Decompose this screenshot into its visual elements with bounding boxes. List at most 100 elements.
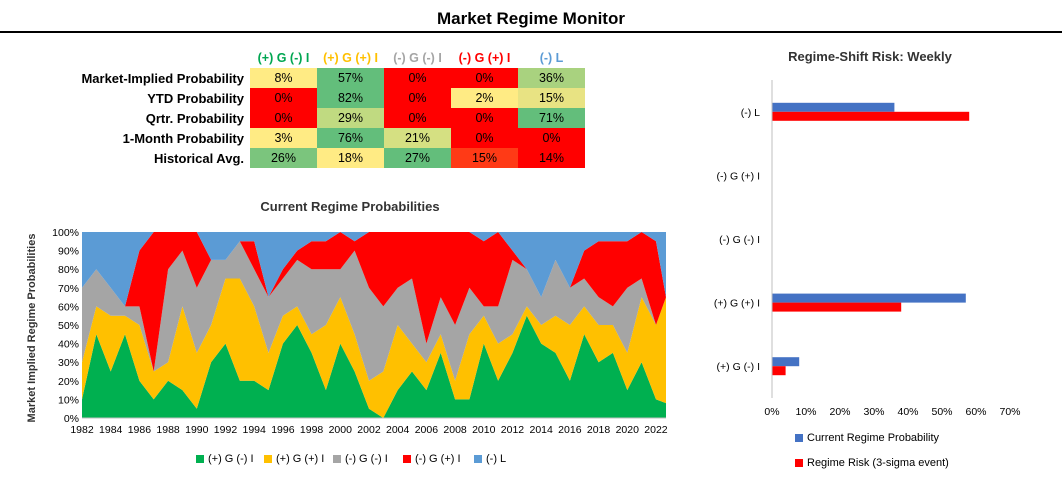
heat-row-label: 1-Month Probability [122,130,244,146]
heat-cell: 57% [317,68,384,88]
area-x-tick: 2018 [587,424,611,436]
bar-category-label: (-) L [741,107,760,119]
heat-cell: 15% [518,88,585,108]
legend-swatch [795,459,803,467]
area-legend-item: (+) G (-) I [196,453,254,465]
area-x-tick: 1998 [300,424,324,436]
area-x-tick: 2006 [415,424,439,436]
bar-x-tick: 60% [965,406,986,418]
area-x-tick: 1982 [70,424,94,436]
heat-cell: 0% [384,108,451,128]
area-y-tick: 20% [58,376,79,388]
area-y-axis-label: Market Implied Regime Probabilities [26,234,38,423]
heat-cell: 27% [384,148,451,168]
area-chart: 0% 10% 20% 30% 40% 50% 60% 70% 80% 90% 100% 1982 198… [26,227,668,436]
legend-swatch [196,455,204,463]
heat-cell: 14% [518,148,585,168]
bar-x-tick: 30% [863,406,884,418]
heat-header-2: (-) G (-) I [393,51,442,65]
area-x-tick: 1994 [243,424,267,436]
area-series-4 [82,232,666,307]
heat-cell: 76% [317,128,384,148]
area-x-tick: 1992 [214,424,238,436]
area-series-2 [82,241,666,381]
bar-1 [772,111,970,121]
legend-swatch [264,455,272,463]
heat-cell: 71% [518,108,585,128]
heat-header-1: (+) G (+) I [323,51,378,65]
heat-cell: 0% [451,68,518,88]
page-title: Market Regime Monitor [437,9,625,28]
heat-header-row: (+) G (-) I (+) G (+) I (-) G (-) I (-) … [60,48,585,68]
bar-x-tick: 20% [829,406,850,418]
legend-swatch [474,455,482,463]
area-legend-item: (-) L [474,453,506,465]
heat-row-1-month: 1-Month Probability 3% 76% 21% 0% 0% [60,128,585,148]
area-x-tick: 2012 [501,424,525,436]
bar-category-label: (-) G (+) I [717,170,760,182]
bar-chart: (-) L (-) G (+) I (-) G (-) I (+) G (+) I (+… [714,80,1021,418]
bar-category-label: (+) G (+) I [714,298,760,310]
heat-cell: 0% [384,68,451,88]
legend-label: (-) L [486,453,507,465]
bar-legend-item: Regime Risk (3-sigma event) [795,457,949,469]
heat-row-ytd: YTD Probability 0% 82% 0% 2% 15% [60,88,585,108]
heat-cell: 0% [250,108,317,128]
area-x-tick: 1996 [271,424,295,436]
area-x-tick: 1988 [156,424,180,436]
bar-category-label: (-) G (-) I [719,234,760,246]
legend-label: (-) G (-) I [345,453,388,465]
heat-row-label: Market-Implied Probability [81,70,244,86]
area-x-tick: 2022 [644,424,668,436]
area-x-tick: 2008 [443,424,467,436]
heat-cell: 8% [250,68,317,88]
area-series-1 [82,278,666,418]
legend-swatch [795,434,803,442]
heat-row-label: Qrtr. Probability [145,110,244,126]
area-y-tick: 100% [52,227,79,239]
area-y-tick: 90% [58,246,79,258]
heat-row-market-implied: Market-Implied Probability 8% 57% 0% 0% … [60,68,585,88]
heat-cell: 15% [451,148,518,168]
heat-cell: 82% [317,88,384,108]
heat-row-label: Historical Avg. [153,150,244,166]
heat-row-label: YTD Probability [147,90,244,106]
area-x-tick: 1986 [128,424,152,436]
heat-cell: 21% [384,128,451,148]
area-chart-title: Current Regime Probabilities [260,199,440,214]
area-y-tick: 50% [58,320,79,332]
heat-cell: 0% [250,88,317,108]
area-y-tick: 30% [58,357,79,369]
heat-cell: 0% [451,128,518,148]
bar-x-tick: 40% [897,406,918,418]
bar-chart-title: Regime-Shift Risk: Weekly [788,49,952,64]
area-x-tick: 2020 [616,424,640,436]
bar-category-label: (+) G (-) I [717,361,760,373]
heat-cell: 26% [250,148,317,168]
area-y-tick: 80% [58,264,79,276]
heat-header-0: (+) G (-) I [257,51,310,65]
legend-swatch [403,455,411,463]
area-y-tick: 10% [58,394,79,406]
bar-0 [772,293,966,303]
probability-heat-table: (+) G (-) I (+) G (+) I (-) G (-) I (-) … [60,48,585,168]
legend-label: (+) G (+) I [276,453,325,465]
area-y-tick: 70% [58,283,79,295]
title-divider [0,31,1062,33]
area-x-tick: 2010 [472,424,496,436]
legend-label: (+) G (-) I [208,453,254,465]
area-x-tick: 2002 [357,424,381,436]
area-series-3 [82,232,666,372]
heat-cell: 0% [451,108,518,128]
heat-cell: 36% [518,68,585,88]
heat-cell: 0% [518,128,585,148]
legend-swatch [333,455,341,463]
heat-cell: 29% [317,108,384,128]
area-x-tick: 2016 [558,424,582,436]
area-y-tick: 60% [58,301,79,313]
bar-1 [772,302,902,312]
area-x-tick: 1990 [185,424,209,436]
legend-label: Regime Risk (3-sigma event) [807,457,949,469]
bar-x-tick: 0% [764,406,779,418]
heat-row-qrtr: Qrtr. Probability 0% 29% 0% 0% 71% [60,108,585,128]
